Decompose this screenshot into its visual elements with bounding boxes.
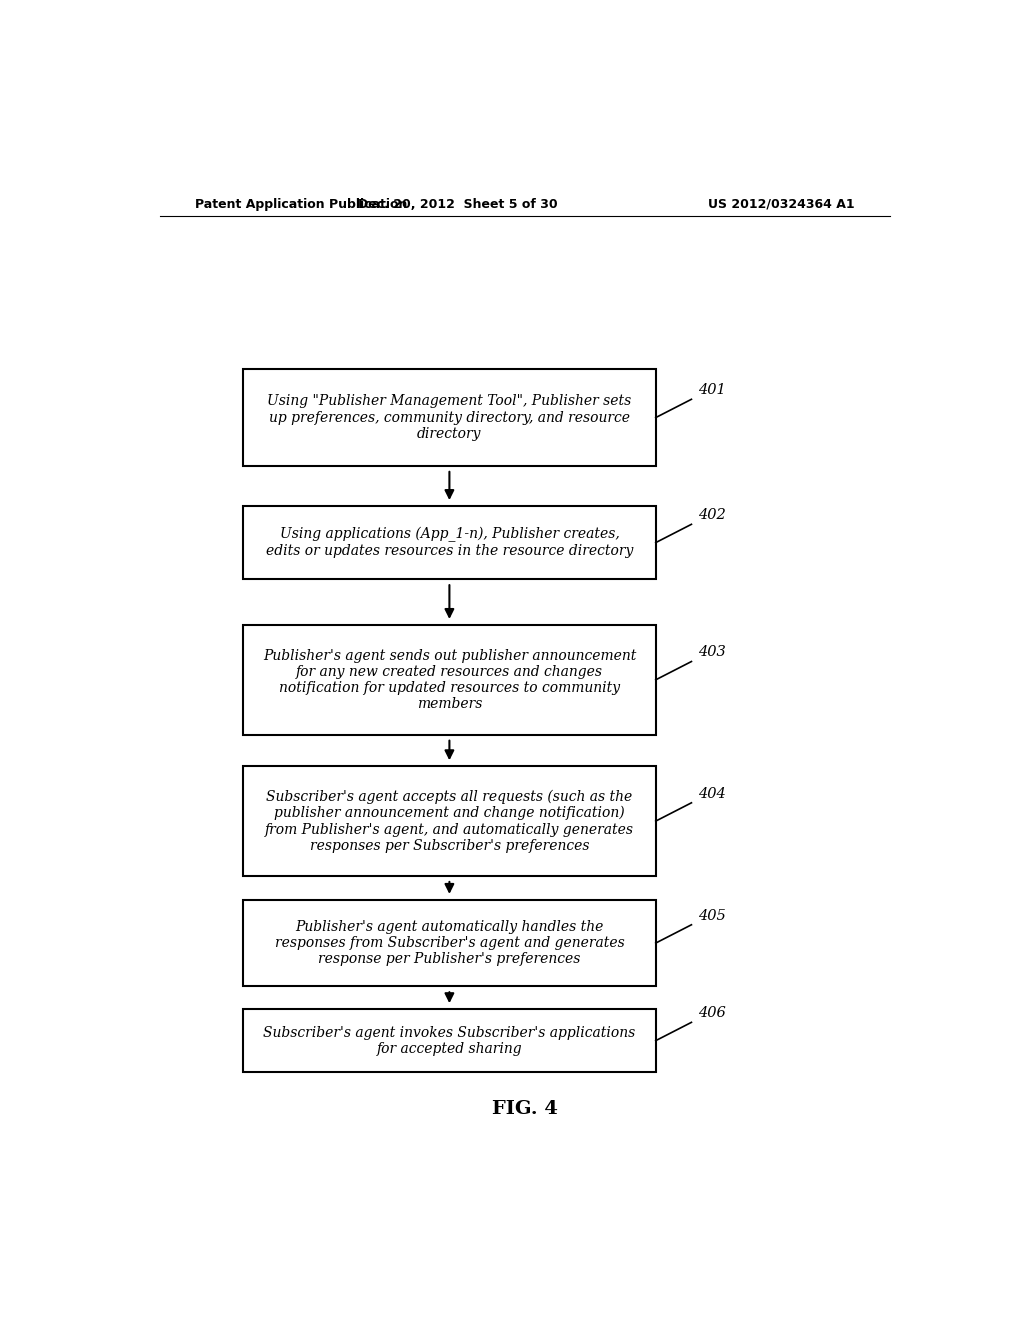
Text: 406: 406 — [697, 1006, 726, 1020]
Bar — [243, 766, 655, 876]
Text: Using "Publisher Management Tool", Publisher sets
up preferences, community dire: Using "Publisher Management Tool", Publi… — [267, 395, 632, 441]
Bar — [243, 506, 655, 579]
Text: Publisher's agent sends out publisher announcement
for any new created resources: Publisher's agent sends out publisher an… — [263, 648, 636, 711]
Text: Subscriber's agent invokes Subscriber's applications
for accepted sharing: Subscriber's agent invokes Subscriber's … — [263, 1026, 636, 1056]
Text: 403: 403 — [697, 645, 726, 660]
Text: 401: 401 — [697, 383, 726, 397]
Text: US 2012/0324364 A1: US 2012/0324364 A1 — [708, 198, 854, 211]
Text: 404: 404 — [697, 787, 726, 801]
Bar — [243, 624, 655, 735]
Text: Patent Application Publication: Patent Application Publication — [196, 198, 408, 211]
Text: 402: 402 — [697, 508, 726, 523]
Text: Dec. 20, 2012  Sheet 5 of 30: Dec. 20, 2012 Sheet 5 of 30 — [357, 198, 557, 211]
Bar — [243, 900, 655, 986]
Bar — [243, 370, 655, 466]
Text: Subscriber's agent accepts all requests (such as the
publisher announcement and : Subscriber's agent accepts all requests … — [265, 789, 634, 853]
Text: FIG. 4: FIG. 4 — [492, 1100, 558, 1118]
Text: Publisher's agent automatically handles the
responses from Subscriber's agent an: Publisher's agent automatically handles … — [274, 920, 625, 966]
Text: 405: 405 — [697, 908, 726, 923]
Bar — [243, 1008, 655, 1072]
Text: Using applications (App_1-n), Publisher creates,
edits or updates resources in t: Using applications (App_1-n), Publisher … — [265, 527, 633, 558]
